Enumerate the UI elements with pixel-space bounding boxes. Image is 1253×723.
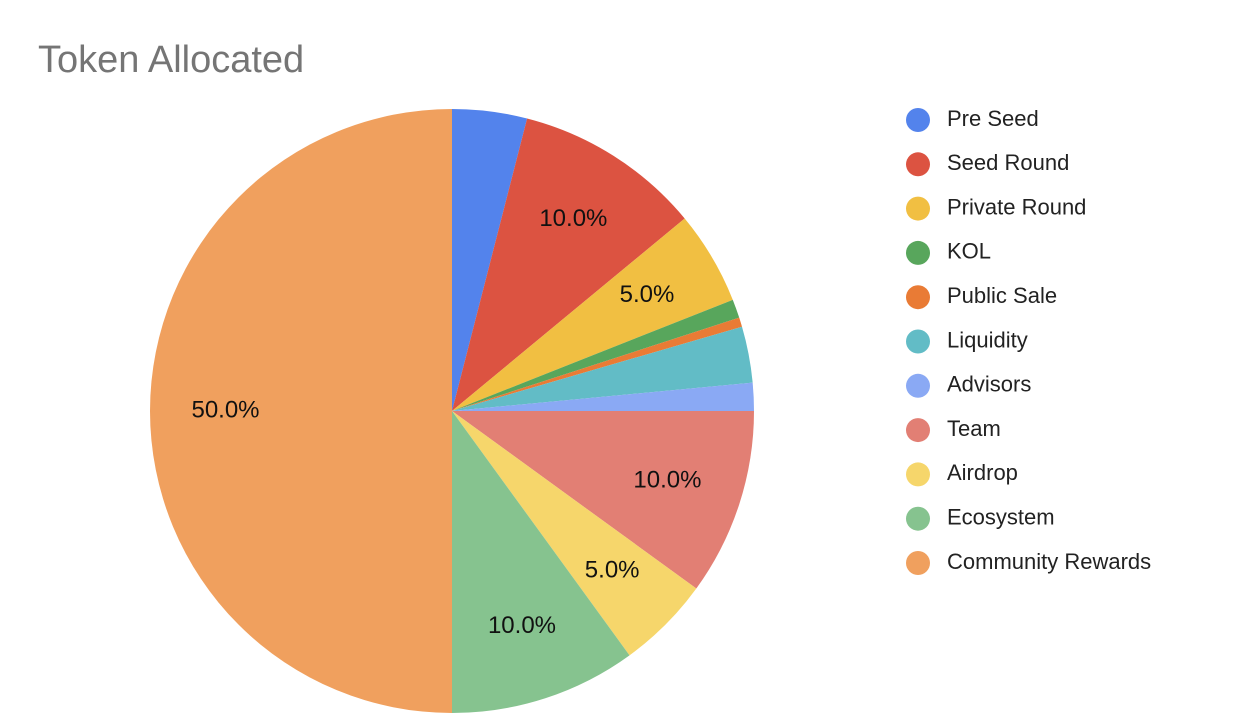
pie-slice [452,411,697,656]
legend-marker [906,329,930,354]
legend-marker [906,152,930,177]
data-label: 50.0% [191,396,259,423]
pie-slice [452,326,753,411]
legend-marker [906,108,930,132]
data-label: 10.0% [633,466,701,493]
legend-marker [906,418,930,443]
legend-label: Liquidity [947,327,1028,352]
pie-slice [452,411,630,713]
legend-label: Ecosystem [947,505,1055,530]
legend-marker [906,551,930,575]
data-label: 10.0% [488,612,556,639]
pie-slice [452,299,740,411]
legend-marker [906,240,930,265]
legend-label: Community Rewards [947,549,1151,574]
legend-marker [906,196,930,221]
pie-slice [452,109,528,411]
legend-marker [906,506,930,531]
chart-title: Token Allocated [38,39,304,81]
data-label: 5.0% [620,281,675,308]
legend-label: Private Round [947,194,1086,219]
pie-slice [452,317,743,411]
data-label: 5.0% [585,557,640,584]
legend-marker [906,462,930,487]
legend-label: Seed Round [947,150,1069,175]
data-label: 10.0% [539,205,607,232]
legend-label: Public Sale [947,283,1057,308]
legend-marker [906,373,930,398]
legend-label: Advisors [947,372,1031,397]
legend-label: Airdrop [947,460,1018,485]
pie-slice [452,118,685,411]
pie-slice [452,411,754,589]
legend-label: KOL [947,239,991,264]
pie-slice [150,109,452,713]
pie-slice [452,382,754,411]
legend-marker [906,285,930,310]
legend-label: Team [947,416,1001,441]
pie-slice [452,218,733,411]
legend-label: Pre Seed [947,106,1039,131]
